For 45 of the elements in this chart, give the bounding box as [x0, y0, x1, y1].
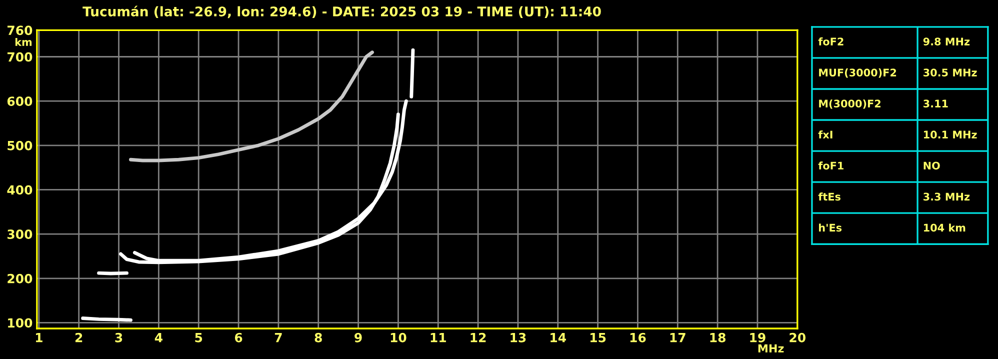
x-tick-label: 15 — [590, 333, 606, 342]
x-tick-label: 8 — [314, 332, 322, 342]
x-tick-label: 3 — [115, 332, 122, 342]
x-tick-label: 9 — [354, 332, 362, 342]
x-tick-label: 18 — [710, 332, 726, 342]
text: MUF(3000)F2 — [819, 68, 896, 78]
text: h'Es — [819, 224, 842, 232]
x-tick-label: 5 — [195, 333, 202, 342]
x-tick-label: 14 — [550, 333, 566, 342]
chart-title: Tucumán (lat: -26.9, lon: 294.6) - DATE: 2025 03 19 - TIME (UT): 11:40 — [82, 6, 601, 18]
y-tick-label: 760 — [8, 26, 32, 36]
x-tick-label: 20 — [790, 332, 806, 342]
x-tick-label: 4 — [154, 333, 162, 342]
y-tick-label: 700 — [8, 52, 32, 62]
text: NO — [924, 162, 940, 170]
x-tick-label: 6 — [234, 332, 242, 342]
text: M(3000)F2 — [819, 99, 880, 109]
text: 104 km — [924, 224, 966, 232]
text: 3.3 MHz — [924, 192, 970, 201]
x-tick-label: 19 — [750, 332, 766, 342]
x-tick-label: 7 — [274, 333, 282, 342]
x-tick-label: 11 — [430, 333, 446, 342]
text: 3.11 — [924, 100, 948, 108]
y-tick-label: 200 — [8, 274, 32, 284]
text: 10.1 MHz — [924, 130, 977, 139]
y-axis-title: km — [15, 38, 32, 46]
x-tick-label: 10 — [390, 332, 406, 342]
text: foF1 — [818, 162, 844, 170]
x-tick-label: 16 — [630, 332, 646, 342]
x-tick-label: 12 — [470, 332, 486, 342]
x-tick-label: 13 — [510, 332, 526, 342]
y-tick-label: 500 — [8, 140, 32, 150]
y-tick-label: 400 — [7, 185, 32, 195]
x-tick-label: 1 — [36, 333, 42, 342]
text: fxI — [818, 130, 832, 138]
x-tick-label: 17 — [670, 333, 686, 342]
text: foF2 — [818, 37, 844, 46]
y-tick-label: 300 — [8, 230, 32, 239]
y-tick-label: 600 — [7, 96, 32, 106]
text: 9.8 MHz — [923, 38, 970, 46]
text: 30.5 MHz — [924, 68, 977, 76]
text: ftEs — [818, 192, 840, 201]
x-axis-title: MHz — [758, 344, 784, 352]
y-tick-label: 100 — [8, 318, 32, 328]
x-tick-label: 2 — [75, 332, 82, 342]
